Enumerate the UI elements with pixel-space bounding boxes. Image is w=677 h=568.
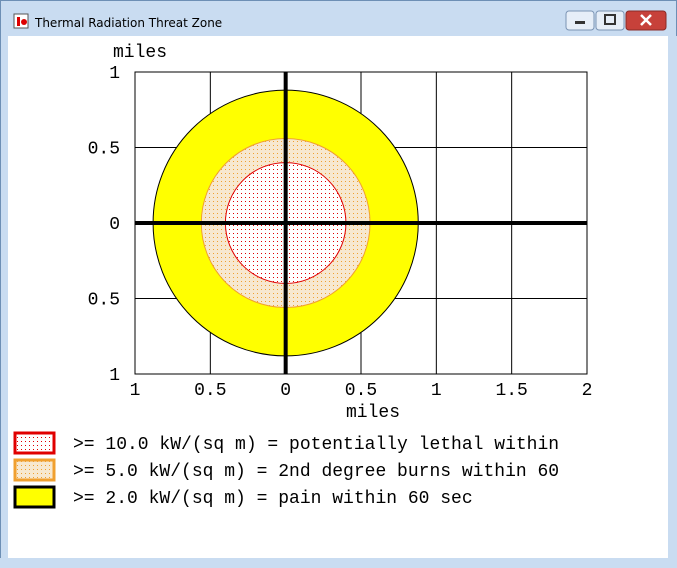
plot-border <box>134 71 588 375</box>
x-tick-label: 0.5 <box>194 381 226 401</box>
legend-swatch <box>13 431 56 455</box>
legend-swatch <box>13 458 56 482</box>
minimize-icon <box>575 21 585 24</box>
x-tick-label: 1 <box>130 381 141 401</box>
maximize-button[interactable] <box>595 10 625 31</box>
y-tick-label: 0.5 <box>88 140 120 160</box>
legend-label: >= 2.0 kW/(sq m) = pain within 60 sec <box>73 489 473 509</box>
window-frame-bottom <box>0 558 677 568</box>
x-tick-label: 2 <box>582 381 593 401</box>
legend-swatch <box>13 485 56 509</box>
maximize-icon <box>604 14 616 25</box>
y-tick-label: 1 <box>109 366 120 386</box>
minimize-button[interactable] <box>565 10 595 31</box>
x-tick-label: 1.5 <box>495 381 527 401</box>
y-axis-label: miles <box>113 43 167 63</box>
app-icon-mark <box>17 17 20 26</box>
x-tick-label: 1 <box>431 381 442 401</box>
plot: 1 0.5 0 0.5 1 1.5 2 1 0.5 0 0.5 1 <box>88 64 593 401</box>
x-tick-label: 0 <box>280 381 291 401</box>
x-axis-label: miles <box>346 403 400 423</box>
y-tick-label: 0 <box>109 215 120 235</box>
y-tick-label: 1 <box>109 64 120 84</box>
close-icon <box>640 14 652 26</box>
app-icon-dot <box>21 19 27 25</box>
window-title: Thermal Radiation Threat Zone <box>34 16 222 30</box>
x-tick-label: 0.5 <box>345 381 377 401</box>
window-frame-right <box>668 36 677 568</box>
legend-label: >= 5.0 kW/(sq m) = 2nd degree burns with… <box>73 462 559 482</box>
y-tick-label: 0.5 <box>88 291 120 311</box>
legend-label: >= 10.0 kW/(sq m) = potentially lethal w… <box>73 435 559 455</box>
